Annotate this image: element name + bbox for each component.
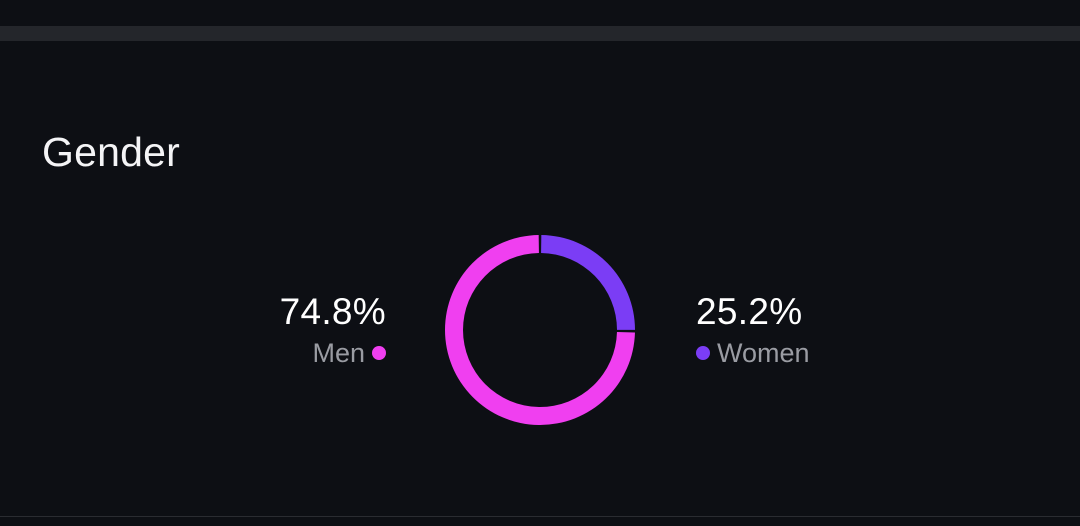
women-label-row: Women [696,336,810,370]
men-label: Men [312,338,365,368]
gender-donut-chart [445,235,635,425]
men-label-row: Men [280,336,386,370]
donut-slice-women [541,235,635,330]
men-percentage: 74.8% [279,291,386,332]
legend-women: 25.2% Women [696,290,810,370]
top-divider [0,26,1080,41]
top-strip [0,0,1080,26]
legend-men: 74.8% Men [280,290,386,370]
women-percentage: 25.2% [696,291,803,332]
women-label: Women [717,338,810,368]
card-title: Gender [42,129,180,175]
men-color-dot [372,346,386,360]
bottom-divider [0,516,1080,517]
women-color-dot [696,346,710,360]
